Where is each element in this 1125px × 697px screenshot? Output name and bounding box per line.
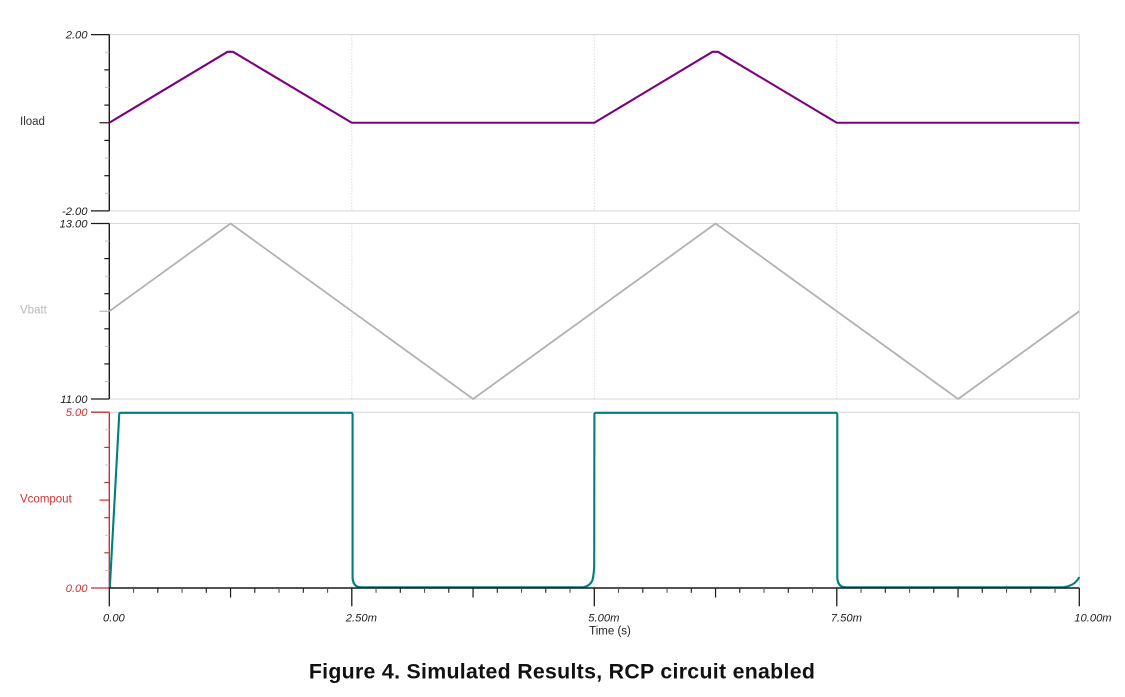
svg-text:10.00m: 10.00m [1074, 612, 1111, 624]
svg-text:Iload: Iload [20, 116, 45, 128]
svg-text:Figure 4. Simulated Results, R: Figure 4. Simulated Results, RCP circuit… [309, 659, 815, 683]
svg-text:5.00: 5.00 [66, 407, 89, 419]
svg-text:7.50m: 7.50m [831, 612, 862, 624]
svg-text:11.00: 11.00 [60, 394, 88, 406]
svg-text:-2.00: -2.00 [62, 206, 88, 218]
svg-text:2.50m: 2.50m [345, 612, 377, 624]
svg-text:Vcompout: Vcompout [20, 494, 73, 506]
svg-text:13.00: 13.00 [60, 219, 89, 231]
svg-text:0.00: 0.00 [66, 583, 89, 595]
svg-text:Vbatt: Vbatt [20, 305, 48, 317]
svg-text:0.00: 0.00 [103, 612, 126, 624]
svg-text:Time (s): Time (s) [589, 625, 631, 637]
svg-text:2.00: 2.00 [65, 30, 89, 42]
svg-text:5.00m: 5.00m [588, 612, 619, 624]
